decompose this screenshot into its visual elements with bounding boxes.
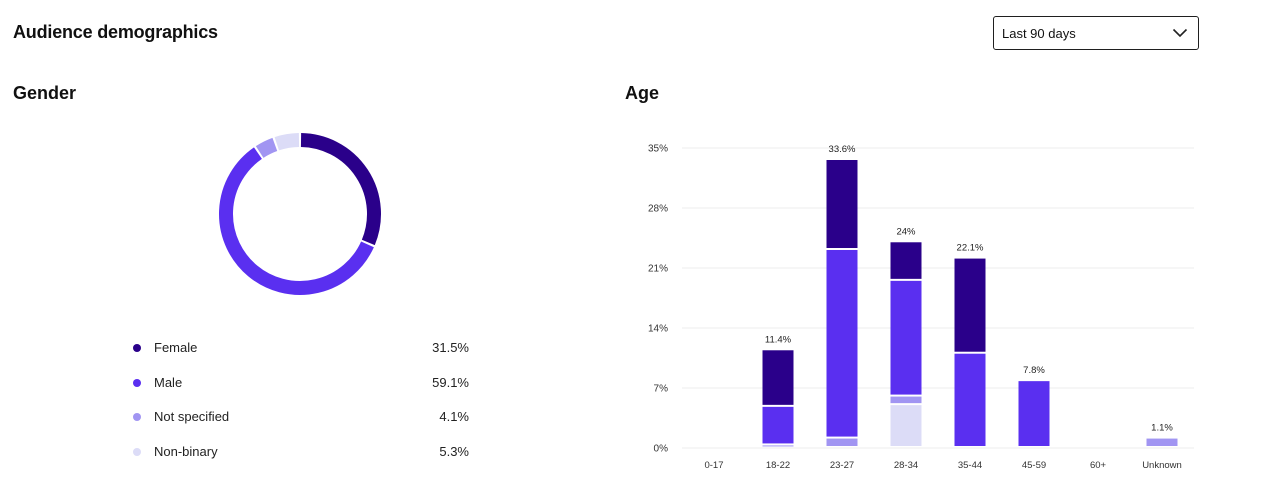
y-tick-label: 28%: [648, 204, 668, 215]
gender-donut-chart: [219, 133, 381, 295]
legend-value: 5.3%: [439, 443, 469, 459]
bar-total-label: 11.4%: [765, 334, 792, 345]
legend-value: 31.5%: [432, 340, 469, 355]
donut-slice-female: [300, 133, 381, 246]
bar-segment-18-22-female: [762, 350, 794, 405]
gender-section-title: Gender: [13, 83, 77, 103]
bar-total-label: 22.1%: [957, 243, 984, 254]
legend-value: 59.1%: [432, 374, 469, 390]
bar-segment-23-27-male: [826, 250, 858, 437]
bar-segment-28-34-male: [890, 280, 922, 395]
legend-swatch-non-binary: [133, 447, 141, 456]
bar-total-label: 24%: [896, 226, 916, 237]
date-range-value: Last 90 days: [1002, 25, 1076, 41]
x-tick-label: 23-27: [830, 460, 854, 471]
legend-item-male: Male 59.1%: [133, 373, 469, 408]
bar-total-label: 1.1%: [1151, 423, 1173, 434]
bar-segment-unknown-not-specified: [1146, 438, 1178, 446]
legend-item-female: Female 31.5%: [133, 338, 469, 373]
date-range-select[interactable]: Last 90 days: [993, 16, 1199, 50]
legend-label: Female: [154, 340, 198, 355]
age-section-title: Age: [625, 83, 660, 103]
legend-value: 4.1%: [439, 409, 469, 424]
donut-slice-non-binary: [274, 133, 300, 151]
y-tick-label: 21%: [648, 264, 668, 275]
bar-segment-45-59-male: [1018, 381, 1050, 446]
bar-total-label: 7.8%: [1023, 365, 1045, 376]
y-tick-label: 7%: [654, 384, 669, 395]
legend-label: Not specified: [154, 409, 230, 424]
legend-label: Male: [154, 374, 183, 390]
donut-slice-not-specified: [255, 137, 278, 158]
legend-swatch-male: [133, 378, 141, 387]
bar-segment-28-34-female: [890, 242, 922, 279]
x-tick-label: 45-59: [1022, 460, 1046, 471]
x-tick-label: 60+: [1090, 460, 1107, 471]
bar-segment-35-44-female: [954, 258, 986, 352]
page-title: Audience demographics: [13, 22, 218, 42]
legend-item-not-specified: Not specified 4.1%: [133, 407, 469, 442]
x-tick-label: 28-34: [894, 460, 918, 471]
donut-slice-male: [219, 147, 374, 295]
bar-segment-35-44-male: [954, 353, 986, 446]
y-tick-label: 35%: [648, 144, 668, 155]
x-tick-label: 35-44: [958, 460, 982, 471]
age-stacked-bar-chart: 0% 7% 14% 21% 28% 35% 0-17 11.4% 18-22 33.6% 23-27…: [648, 144, 1194, 471]
x-tick-label: Unknown: [1142, 460, 1182, 471]
legend-swatch-not-specified: [133, 413, 141, 421]
y-tick-label: 0%: [654, 444, 669, 455]
legend-swatch-female: [133, 344, 141, 352]
y-tick-label: 14%: [648, 324, 668, 335]
bar-segment-23-27-not-specified: [826, 438, 858, 446]
bar-segment-23-27-female: [826, 160, 858, 248]
bar-segment-18-22-not-specified: [762, 445, 794, 447]
bar-segment-28-34-not-specified: [890, 396, 922, 404]
bar-segment-28-34-non-binary: [890, 405, 922, 446]
bar-segment-18-22-male: [762, 406, 794, 444]
chevron-down-icon: [1172, 28, 1188, 38]
legend-label: Non-binary: [154, 443, 218, 459]
legend-item-non-binary: Non-binary 5.3%: [133, 442, 469, 477]
bar-total-label: 33.6%: [829, 144, 856, 155]
x-tick-label: 18-22: [766, 460, 790, 471]
x-tick-label: 0-17: [704, 460, 723, 471]
gender-legend: Female 31.5% Male 59.1% Not specified 4.…: [133, 338, 469, 476]
